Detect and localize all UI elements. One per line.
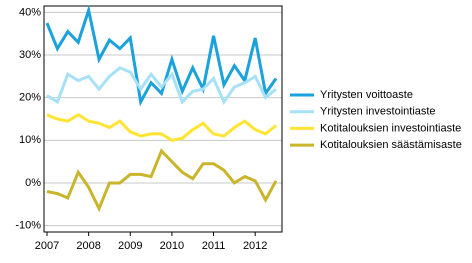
series-line	[46, 112, 277, 142]
y-tick-label: 20%	[19, 92, 41, 104]
legend-label: Kotitalouksien investointiaste	[320, 122, 461, 134]
y-tick-label: 10%	[19, 134, 41, 146]
y-tick-label: 40%	[19, 6, 41, 18]
x-tick-label: 2012	[243, 240, 267, 252]
legend-label: Yritysten voittoaste	[320, 89, 413, 101]
y-tick-label: 30%	[19, 49, 41, 61]
x-tick-label: 2010	[160, 240, 184, 252]
legend-label: Yritysten investointiaste	[320, 106, 436, 118]
series-line	[45, 4, 278, 107]
plot-frame	[43, 5, 283, 233]
x-tick-label: 2011	[202, 240, 226, 252]
x-tick-label: 2008	[76, 240, 100, 252]
y-tick-label: 0%	[25, 177, 41, 189]
y-tick-label: -10%	[15, 220, 41, 232]
legend-label: Kotitalouksien säästämisaste	[320, 139, 462, 151]
x-tick-label: 2009	[118, 240, 142, 252]
series-line	[46, 66, 277, 105]
x-tick-label: 2007	[35, 240, 59, 252]
series-line	[46, 148, 278, 213]
